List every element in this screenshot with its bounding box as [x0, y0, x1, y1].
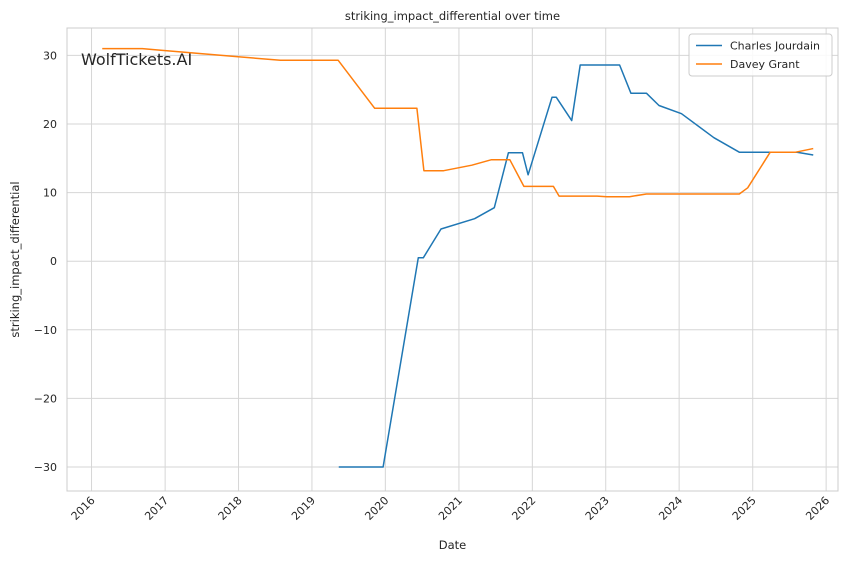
y-tick-label: −20 — [34, 392, 57, 405]
series-line-davey-grant — [102, 47, 814, 198]
series-line-charles-jourdain — [338, 64, 814, 468]
watermark-text: WolfTickets.AI — [81, 50, 192, 69]
y-tick-label: −30 — [34, 461, 57, 474]
y-tick-label: 20 — [43, 118, 57, 131]
chart-title: striking_impact_differential over time — [345, 9, 560, 23]
series-lines — [102, 47, 814, 468]
legend-label-davey-grant: Davey Grant — [730, 58, 800, 71]
legend: Charles Jourdain Davey Grant — [688, 33, 833, 77]
y-tick-label: −10 — [34, 324, 57, 337]
y-tick-label: 0 — [50, 255, 57, 268]
legend-label-charles-jourdain: Charles Jourdain — [730, 40, 820, 53]
y-axis-label: striking_impact_differential — [8, 181, 22, 337]
y-tick-label: 30 — [43, 49, 57, 62]
legend-box — [688, 33, 833, 77]
grid-lines — [67, 28, 838, 491]
y-tick-label: 10 — [43, 187, 57, 200]
x-axis-label: Date — [439, 538, 467, 552]
plot-frame — [66, 27, 839, 492]
